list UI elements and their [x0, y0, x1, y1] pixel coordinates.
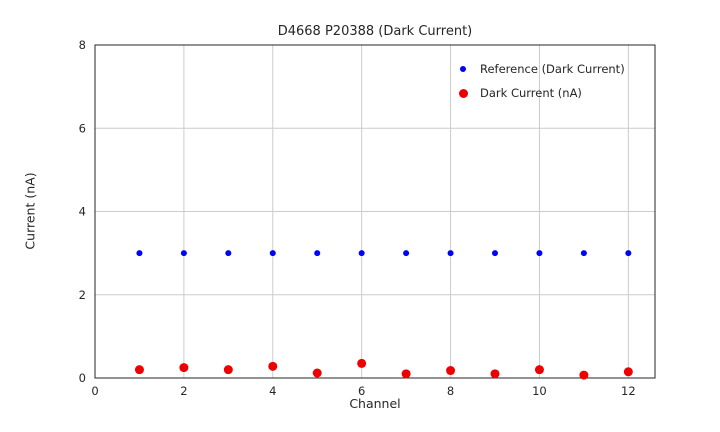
svg-text:2: 2: [180, 384, 187, 398]
svg-text:4: 4: [79, 205, 86, 219]
svg-text:6: 6: [358, 384, 365, 398]
legend-item-dark-current: Dark Current (nA): [452, 84, 625, 102]
x-axis-label: Channel: [349, 396, 401, 411]
legend-item-reference: Reference (Dark Current): [452, 60, 625, 78]
svg-text:0: 0: [79, 371, 86, 385]
svg-text:4: 4: [269, 384, 276, 398]
svg-text:0: 0: [91, 384, 98, 398]
y-axis-label: Current (nA): [22, 172, 38, 250]
legend: Reference (Dark Current) Dark Current (n…: [452, 60, 625, 102]
svg-text:12: 12: [621, 384, 636, 398]
legend-marker-reference-icon: [460, 66, 466, 72]
chart-title: D4668 P20388 (Dark Current): [277, 24, 473, 39]
legend-label-dark-current: Dark Current (nA): [480, 86, 582, 100]
svg-text:6: 6: [79, 121, 86, 135]
legend-label-reference: Reference (Dark Current): [480, 62, 625, 76]
legend-marker-dark-current-icon: [458, 88, 468, 98]
svg-text:10: 10: [532, 384, 547, 398]
svg-text:2: 2: [79, 288, 86, 302]
svg-text:8: 8: [79, 38, 86, 52]
svg-text:8: 8: [447, 384, 454, 398]
